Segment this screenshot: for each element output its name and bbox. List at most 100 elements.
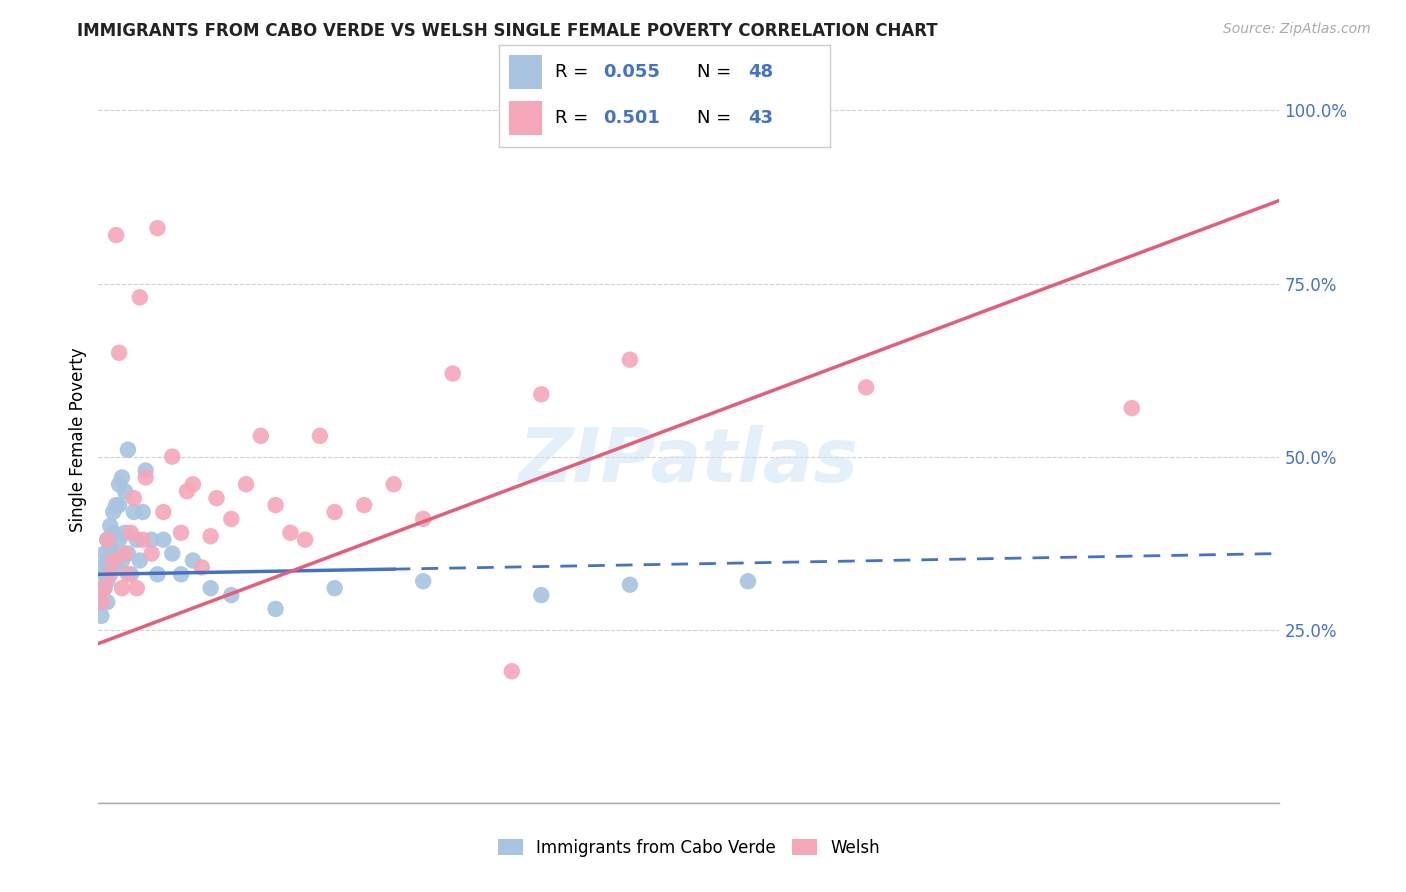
Point bbox=[103, 553, 125, 567]
Point bbox=[152, 533, 174, 547]
Point bbox=[108, 345, 131, 359]
Point bbox=[191, 560, 214, 574]
Point bbox=[441, 367, 464, 381]
Point bbox=[181, 477, 204, 491]
Point bbox=[181, 553, 204, 567]
Point bbox=[162, 547, 183, 561]
Point bbox=[250, 429, 273, 443]
Point bbox=[135, 463, 157, 477]
Point bbox=[170, 525, 193, 540]
Point bbox=[120, 525, 142, 540]
Point bbox=[120, 567, 142, 582]
Point bbox=[122, 491, 145, 505]
Point bbox=[111, 470, 134, 484]
Text: N =: N = bbox=[697, 62, 737, 81]
Point bbox=[98, 540, 121, 554]
Point bbox=[353, 498, 375, 512]
Point bbox=[235, 477, 257, 491]
Point bbox=[96, 595, 118, 609]
Point bbox=[125, 533, 148, 547]
Point bbox=[737, 574, 759, 589]
Point bbox=[135, 470, 157, 484]
Point bbox=[98, 560, 121, 574]
Point bbox=[412, 574, 434, 589]
Point bbox=[141, 547, 163, 561]
Text: N =: N = bbox=[697, 109, 737, 127]
Text: R =: R = bbox=[555, 62, 595, 81]
Point bbox=[114, 547, 136, 561]
Point bbox=[530, 387, 553, 401]
Point bbox=[412, 512, 434, 526]
Point bbox=[141, 533, 163, 547]
Point bbox=[619, 352, 641, 367]
Point bbox=[108, 477, 131, 491]
FancyBboxPatch shape bbox=[509, 101, 543, 135]
Point bbox=[93, 567, 115, 582]
Point bbox=[96, 574, 118, 589]
Point bbox=[105, 498, 128, 512]
Point bbox=[117, 567, 139, 582]
Point bbox=[90, 595, 112, 609]
Text: Source: ZipAtlas.com: Source: ZipAtlas.com bbox=[1223, 22, 1371, 37]
Point bbox=[382, 477, 405, 491]
Point bbox=[90, 608, 112, 623]
Point bbox=[1121, 401, 1143, 416]
Text: 48: 48 bbox=[748, 62, 773, 81]
Text: 43: 43 bbox=[748, 109, 773, 127]
Point bbox=[117, 442, 139, 457]
Text: IMMIGRANTS FROM CABO VERDE VS WELSH SINGLE FEMALE POVERTY CORRELATION CHART: IMMIGRANTS FROM CABO VERDE VS WELSH SING… bbox=[77, 22, 938, 40]
Point bbox=[162, 450, 183, 464]
Point bbox=[114, 525, 136, 540]
Point bbox=[105, 560, 128, 574]
Point bbox=[264, 602, 287, 616]
Point bbox=[205, 491, 228, 505]
Point bbox=[128, 290, 150, 304]
Point bbox=[98, 519, 121, 533]
Point bbox=[98, 567, 121, 582]
Point bbox=[111, 581, 134, 595]
Point bbox=[152, 505, 174, 519]
Point bbox=[501, 665, 523, 679]
Text: ZIPatlas: ZIPatlas bbox=[519, 425, 859, 498]
Point bbox=[323, 505, 346, 519]
Text: 0.055: 0.055 bbox=[603, 62, 659, 81]
Point bbox=[90, 560, 112, 574]
Point bbox=[111, 553, 134, 567]
Point bbox=[93, 581, 115, 595]
Point bbox=[93, 581, 115, 595]
Point bbox=[114, 484, 136, 499]
Point bbox=[146, 567, 169, 582]
Point bbox=[125, 581, 148, 595]
Point bbox=[264, 498, 287, 512]
Point bbox=[117, 547, 139, 561]
Point bbox=[619, 578, 641, 592]
Y-axis label: Single Female Poverty: Single Female Poverty bbox=[69, 347, 87, 532]
FancyBboxPatch shape bbox=[509, 55, 543, 88]
Point bbox=[108, 498, 131, 512]
Point bbox=[200, 529, 222, 543]
Point bbox=[93, 547, 115, 561]
Point bbox=[146, 221, 169, 235]
Point bbox=[221, 588, 243, 602]
Point bbox=[105, 228, 128, 243]
Point bbox=[96, 533, 118, 547]
Point bbox=[530, 588, 553, 602]
Point bbox=[128, 553, 150, 567]
Text: R =: R = bbox=[555, 109, 595, 127]
Point bbox=[200, 581, 222, 595]
Point bbox=[103, 525, 125, 540]
Point bbox=[294, 533, 316, 547]
Point bbox=[221, 512, 243, 526]
Point bbox=[90, 581, 112, 595]
Point bbox=[855, 380, 877, 394]
Point bbox=[280, 525, 302, 540]
Text: 0.501: 0.501 bbox=[603, 109, 659, 127]
Point bbox=[96, 533, 118, 547]
Point bbox=[103, 505, 125, 519]
Point bbox=[309, 429, 332, 443]
Point bbox=[103, 547, 125, 561]
Legend: Immigrants from Cabo Verde, Welsh: Immigrants from Cabo Verde, Welsh bbox=[491, 832, 887, 863]
Point bbox=[122, 505, 145, 519]
Point bbox=[132, 505, 155, 519]
Point bbox=[96, 553, 118, 567]
